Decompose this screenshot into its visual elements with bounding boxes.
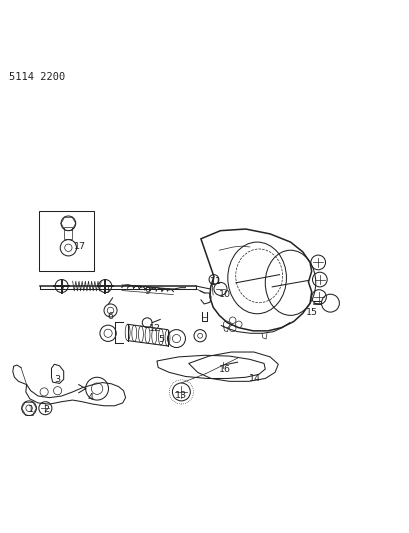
Text: 8: 8 xyxy=(103,286,109,295)
Bar xyxy=(39,211,94,271)
Text: 3: 3 xyxy=(54,375,61,384)
Text: 2: 2 xyxy=(43,405,49,414)
Text: 14: 14 xyxy=(248,374,260,383)
Text: 10: 10 xyxy=(218,290,230,298)
Bar xyxy=(64,227,72,239)
Text: 11: 11 xyxy=(210,278,222,286)
Text: 7: 7 xyxy=(58,286,65,295)
Text: 4: 4 xyxy=(88,393,94,402)
Text: 5114 2200: 5114 2200 xyxy=(9,72,65,82)
Text: 12: 12 xyxy=(149,324,161,333)
Text: 9: 9 xyxy=(144,287,150,296)
Text: 15: 15 xyxy=(305,308,317,317)
Text: 5: 5 xyxy=(157,335,164,344)
Text: 17: 17 xyxy=(73,243,85,252)
Text: 13: 13 xyxy=(174,392,186,400)
Text: 6: 6 xyxy=(107,312,113,321)
Text: 1: 1 xyxy=(28,405,34,414)
Text: 16: 16 xyxy=(218,365,230,374)
